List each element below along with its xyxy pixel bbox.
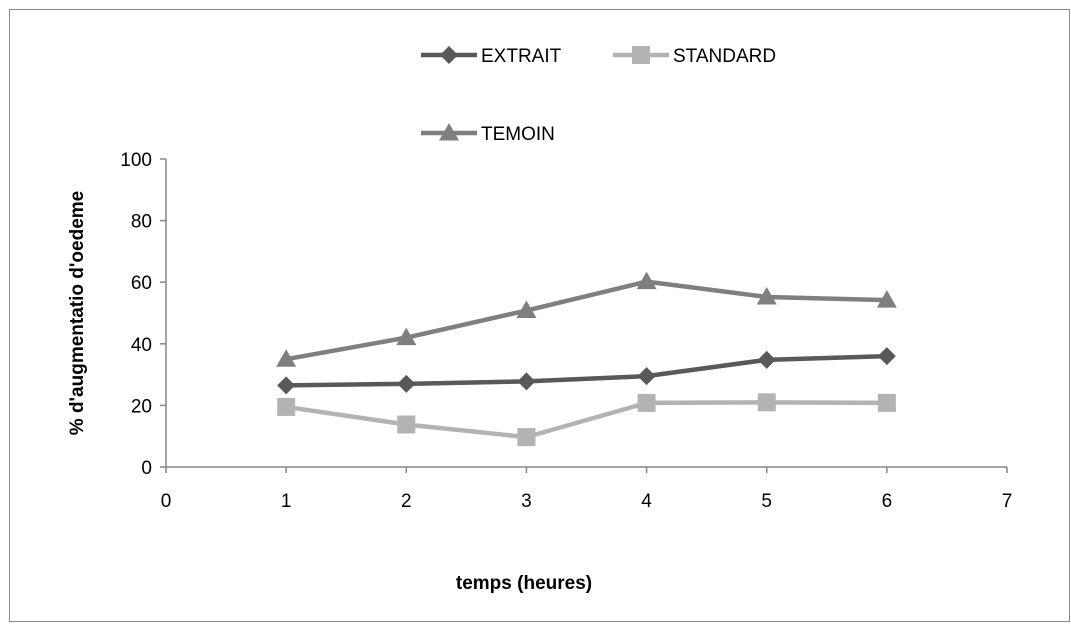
series-standard [277,393,896,447]
series-temoin [276,271,897,367]
series-extrait [277,347,896,395]
legend: EXTRAIT STANDARD TEMOIN [421,46,776,145]
x-tick-label: 3 [521,491,532,512]
data-point-temoin [516,300,537,319]
legend-label: STANDARD [673,46,776,67]
legend-item-temoin: TEMOIN [421,123,555,145]
data-point-standard [877,393,896,412]
x-tick-label: 2 [401,491,412,512]
series-line-extrait [286,353,887,388]
series-layer [276,271,897,447]
data-point-extrait [277,376,296,395]
data-point-standard [637,393,656,412]
y-tick-label: 100 [120,150,152,171]
y-axis-label: % d'augmentatio d'oedeme [67,191,88,435]
x-tick-label: 7 [1002,491,1013,512]
y-ticks: 0 20 40 60 80 100 [120,150,166,479]
data-point-temoin [276,349,297,367]
series-line-standard [285,400,887,440]
y-tick-label: 40 [131,335,152,356]
data-point-extrait [397,374,416,393]
axes [165,159,1007,468]
data-point-standard [397,415,416,434]
x-tick-label: 4 [641,491,652,512]
data-point-standard [517,428,536,447]
chart-frame [9,9,1070,622]
data-point-standard [277,397,296,416]
data-point-standard [757,393,776,412]
data-point-extrait [517,372,536,391]
y-tick-label: 0 [141,458,152,479]
x-tick-label: 5 [761,491,772,512]
y-tick-label: 80 [131,212,152,233]
x-axis-label: temps (heures) [456,573,592,594]
x-ticks: 0 1 2 3 4 5 6 7 [161,467,1013,512]
data-point-extrait [637,367,656,386]
legend-item-extrait: EXTRAIT [421,46,562,67]
legend-marker-extrait [440,46,458,64]
legend-marker-temoin [439,123,459,141]
legend-label: EXTRAIT [481,46,562,67]
data-point-temoin [636,271,657,290]
legend-item-standard: STANDARD [613,46,776,67]
legend-label: TEMOIN [481,124,555,145]
data-point-extrait [877,347,896,366]
data-point-temoin [756,286,777,305]
data-point-temoin [396,327,417,346]
x-tick-label: 6 [882,491,893,512]
data-point-extrait [757,350,776,369]
x-tick-label: 0 [161,491,172,512]
data-point-temoin [876,290,897,308]
series-line-temoin [285,279,887,362]
y-tick-label: 60 [131,273,152,294]
legend-marker-standard [632,46,650,64]
y-tick-label: 20 [131,396,152,417]
x-tick-label: 1 [281,491,292,512]
